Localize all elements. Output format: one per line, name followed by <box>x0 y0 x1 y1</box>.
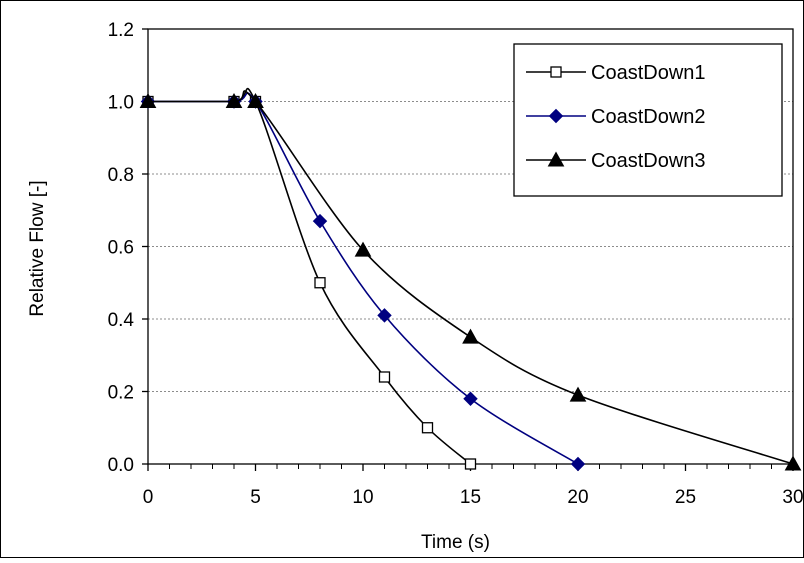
y-tick-label: 1.0 <box>108 93 134 114</box>
legend-marker <box>550 66 562 78</box>
series-line <box>148 90 794 465</box>
x-tick-label: 0 <box>143 487 154 508</box>
y-tick-label: 0.4 <box>108 310 135 331</box>
y-tick-label: 0.2 <box>108 383 134 404</box>
y-tick-labels: 0.0 0.2 0.4 0.6 0.8 1.0 1.2 <box>108 20 135 476</box>
x-tick-label: 25 <box>675 487 696 508</box>
y-axis-title: Relative Flow [-] <box>27 180 48 316</box>
y-tick-label: 0.8 <box>108 165 134 186</box>
series-coastdown3 <box>139 90 802 471</box>
x-tick-label: 5 <box>250 487 261 508</box>
legend-label-coastdown2: CoastDown2 <box>591 106 706 128</box>
y-tick-label: 0.0 <box>108 455 134 476</box>
legend-label-coastdown3: CoastDown3 <box>591 150 706 172</box>
legend-label-coastdown1: CoastDown1 <box>591 62 706 84</box>
x-tick-label: 10 <box>352 487 373 508</box>
x-axis-title: Time (s) <box>421 532 490 553</box>
data-point <box>464 458 477 470</box>
data-point <box>139 92 157 108</box>
data-point <box>784 455 802 471</box>
data-point <box>421 422 434 434</box>
data-point <box>312 213 328 229</box>
legend-marker <box>547 151 565 167</box>
x-tick-label: 15 <box>460 487 481 508</box>
x-tick-labels: 0 5 10 15 20 25 30 <box>143 487 804 508</box>
data-point <box>377 308 392 323</box>
legend-items <box>526 66 586 167</box>
data-point <box>462 328 479 344</box>
data-point <box>569 386 587 402</box>
y-tick-label: 1.2 <box>108 20 134 41</box>
x-tick-label: 20 <box>567 487 588 508</box>
data-point <box>570 456 586 472</box>
series-layer <box>139 87 802 472</box>
data-point <box>247 92 264 108</box>
data-point <box>314 277 326 289</box>
legend-marker <box>548 108 564 124</box>
data-point <box>225 92 243 108</box>
x-tick-label: 30 <box>782 487 803 508</box>
data-point <box>378 371 391 383</box>
legend: CoastDown1 CoastDown2 CoastDown3 <box>513 43 783 197</box>
data-point <box>354 241 372 257</box>
y-tick-label: 0.6 <box>108 238 134 259</box>
data-point <box>463 391 478 406</box>
